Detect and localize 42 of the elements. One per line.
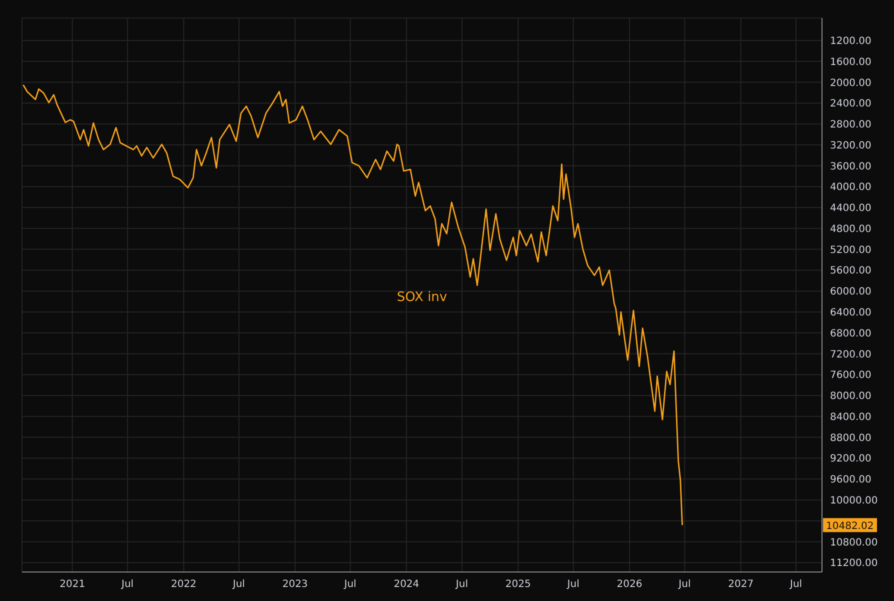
y-tick-label: 6800.00: [830, 328, 872, 340]
x-tick-label: 2024: [394, 579, 420, 590]
y-tick-label: 2000.00: [830, 78, 872, 89]
x-tick-label: Jul: [678, 579, 691, 590]
text: SOX inv: [396, 290, 448, 305]
x-tick-label: 2025: [505, 579, 531, 590]
x-tick-label: Jul: [566, 579, 580, 590]
y-tick-label: 3600.00: [830, 161, 872, 172]
y-tick-label: 9200.00: [830, 454, 872, 465]
y-tick-label: 7600.00: [830, 370, 872, 382]
y-tick-label: 2400.00: [830, 98, 872, 110]
y-tick-label: 5200.00: [830, 244, 872, 256]
y-tick-label: 4400.00: [830, 203, 872, 214]
text: 10482.02: [826, 521, 874, 532]
y-tick-label: 5600.00: [830, 266, 872, 277]
x-tick-label: Jul: [232, 579, 245, 590]
x-tick-label: 2021: [60, 579, 86, 590]
y-tick-label: 8400.00: [830, 412, 872, 423]
y-tick-label: 10800.00: [830, 537, 878, 548]
y-tick-label: 1600.00: [830, 56, 872, 68]
x-tick-label: 2022: [170, 579, 196, 590]
y-tick-label: 4800.00: [830, 224, 872, 235]
x-tick-label: Jul: [343, 579, 356, 590]
y-tick-label: 8800.00: [830, 432, 872, 444]
x-tick-label: Jul: [454, 579, 468, 590]
y-tick-label: 2800.00: [830, 120, 872, 131]
x-tick-label: Jul: [789, 579, 802, 590]
x-tick-label: 2023: [282, 579, 308, 590]
y-tick-label: 7200.00: [830, 349, 872, 360]
y-tick-label: 10000.00: [830, 495, 878, 506]
y-tick-label: 6000.00: [830, 286, 872, 298]
y-tick-label: 3200.00: [830, 140, 872, 152]
y-tick-label: 1200.00: [830, 36, 872, 47]
y-tick-label: 9600.00: [830, 474, 872, 486]
line-series: [22, 84, 683, 526]
x-tick-label: 2026: [616, 579, 642, 590]
y-tick-label: 11200.00: [830, 558, 878, 570]
y-tick-label: 8000.00: [830, 391, 872, 402]
y-tick-label: 4000.00: [830, 182, 872, 194]
x-tick-label: Jul: [120, 579, 134, 590]
x-tick-label: 2027: [728, 579, 754, 590]
y-tick-label: 6400.00: [830, 308, 872, 319]
